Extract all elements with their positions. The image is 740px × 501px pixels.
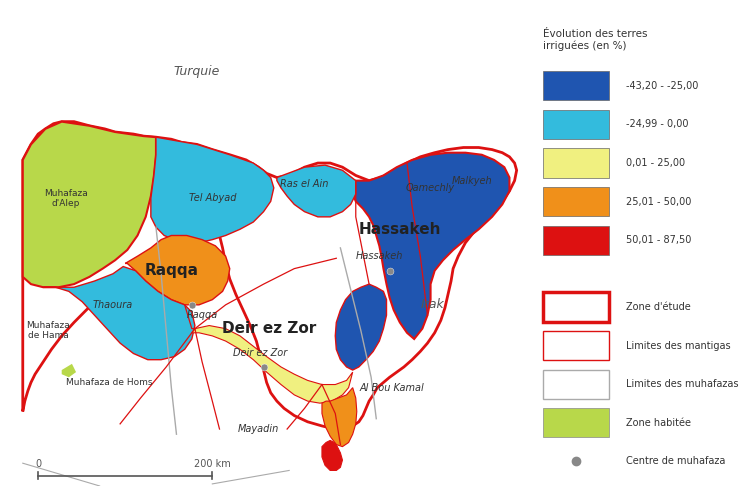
Text: Al Bou Kamal: Al Bou Kamal <box>359 383 424 393</box>
Text: Deir ez Zor: Deir ez Zor <box>233 349 288 359</box>
Bar <box>543 71 610 100</box>
Polygon shape <box>335 284 386 370</box>
Polygon shape <box>192 326 353 403</box>
Text: Hassakeh: Hassakeh <box>356 251 403 261</box>
Text: Zone habitée: Zone habitée <box>626 418 691 428</box>
Text: Évolution des terres
irriguées (en %): Évolution des terres irriguées (en %) <box>543 29 648 52</box>
Bar <box>543 408 610 437</box>
Text: Raqqa: Raqqa <box>186 310 218 320</box>
Text: Raqqa: Raqqa <box>144 263 198 278</box>
Text: 50,01 - 87,50: 50,01 - 87,50 <box>626 235 691 245</box>
Text: -43,20 - -25,00: -43,20 - -25,00 <box>626 81 699 91</box>
Bar <box>543 331 610 360</box>
Text: Limites des mantigas: Limites des mantigas <box>626 341 730 351</box>
Text: Centre de muhafaza: Centre de muhafaza <box>626 456 725 466</box>
Text: Tel Abyad: Tel Abyad <box>189 193 236 203</box>
Polygon shape <box>23 122 517 429</box>
Polygon shape <box>151 137 274 243</box>
Bar <box>543 370 610 399</box>
Text: Qamechly: Qamechly <box>406 183 455 193</box>
Bar <box>543 148 610 177</box>
Polygon shape <box>43 267 195 360</box>
Text: Irak: Irak <box>421 298 445 311</box>
Text: 0: 0 <box>35 459 41 469</box>
Polygon shape <box>61 364 76 377</box>
Text: 25,01 - 50,00: 25,01 - 50,00 <box>626 196 691 206</box>
Polygon shape <box>23 122 156 287</box>
Text: 200 km: 200 km <box>194 459 231 469</box>
Bar <box>543 110 610 139</box>
Polygon shape <box>277 165 356 217</box>
Text: Turquie: Turquie <box>174 66 220 79</box>
Polygon shape <box>353 153 509 339</box>
Bar <box>543 293 610 322</box>
Text: Limites des muhafazas: Limites des muhafazas <box>626 379 739 389</box>
Polygon shape <box>322 440 343 470</box>
Text: Muhafaza
d'Alep: Muhafaza d'Alep <box>44 188 87 208</box>
Polygon shape <box>322 388 357 446</box>
Text: Zone d'étude: Zone d'étude <box>626 302 691 312</box>
Bar <box>543 225 610 255</box>
Bar <box>543 187 610 216</box>
Polygon shape <box>125 235 229 305</box>
Text: Malkyeh: Malkyeh <box>451 176 492 186</box>
Text: -24,99 - 0,00: -24,99 - 0,00 <box>626 119 688 129</box>
Text: Hassakeh: Hassakeh <box>359 222 441 237</box>
Text: Thaoura: Thaoura <box>92 300 133 310</box>
Text: 0,01 - 25,00: 0,01 - 25,00 <box>626 158 685 168</box>
Text: Ras el Ain: Ras el Ain <box>280 179 329 189</box>
Text: Muhafaza
de Hama: Muhafaza de Hama <box>27 321 70 340</box>
Text: Muhafaza de Homs: Muhafaza de Homs <box>66 378 152 387</box>
Text: Mayadin: Mayadin <box>238 424 279 434</box>
Text: Deir ez Zor: Deir ez Zor <box>221 321 316 336</box>
